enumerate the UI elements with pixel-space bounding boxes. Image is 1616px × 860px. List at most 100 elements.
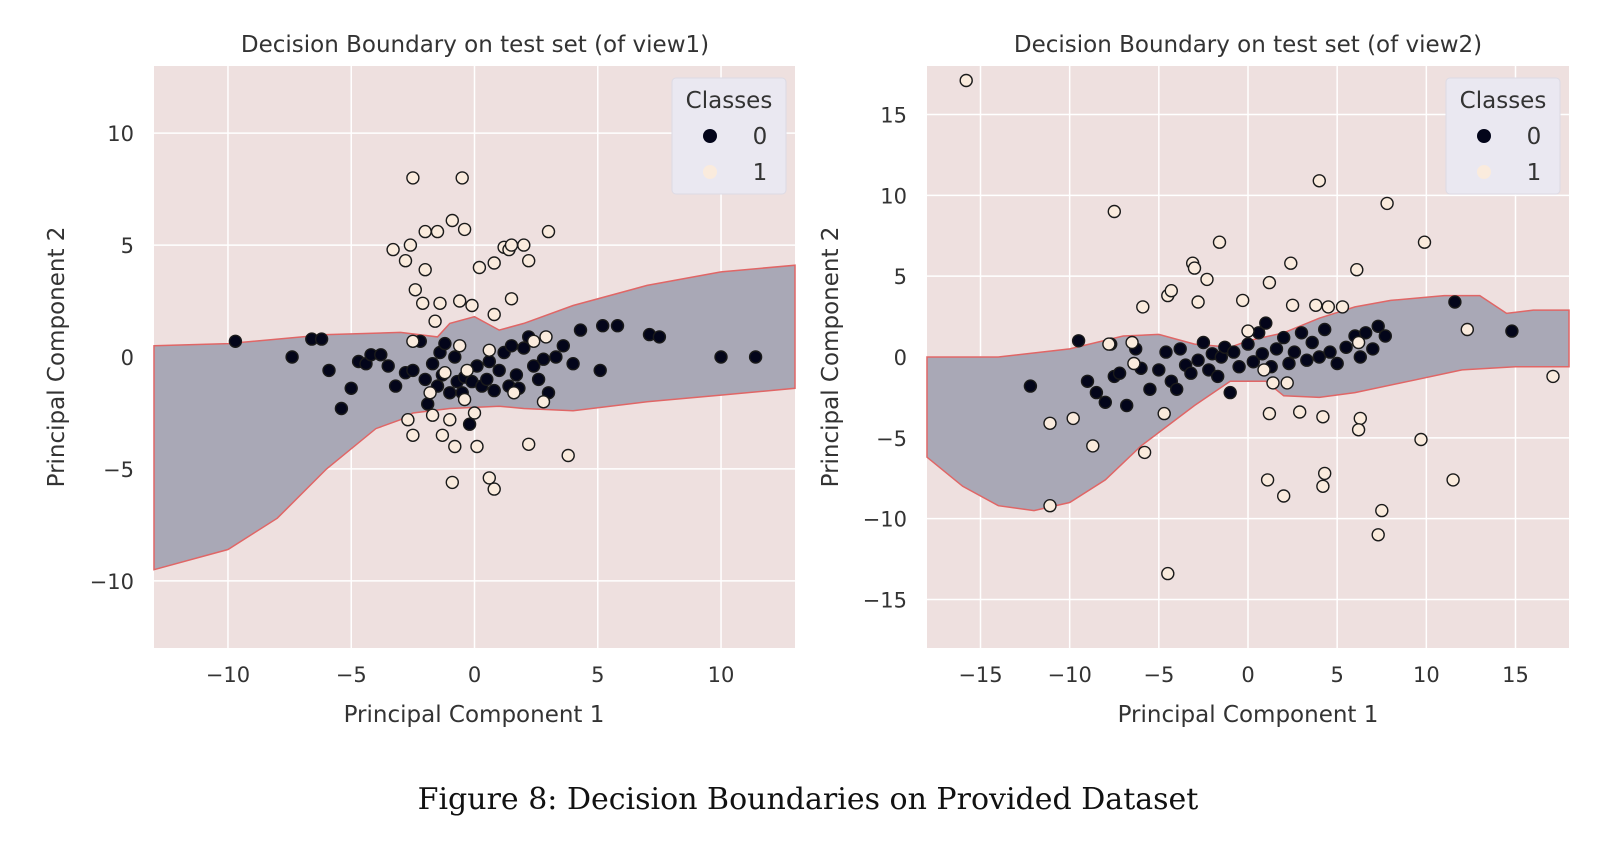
point-view2-class1-47	[1446, 473, 1460, 487]
point-view2-class0-41	[1305, 335, 1319, 350]
x-tick-label-view1-4: 10	[708, 663, 735, 687]
point-view1-class0-45	[536, 352, 551, 366]
point-view1-class0-55	[652, 330, 667, 344]
point-view1-class1-24	[487, 307, 501, 322]
point-view2-class1-29	[1043, 416, 1057, 430]
point-view2-class0-19	[1191, 353, 1205, 367]
point-view2-class0-35	[1269, 342, 1284, 356]
point-view1-class1-44	[425, 408, 440, 422]
point-view1-class1-35	[470, 439, 484, 454]
point-view2-class0-13	[1159, 345, 1173, 359]
chart-title-view1: Decision Boundary on test set (of view1)	[241, 32, 709, 58]
point-view2-class1-39	[1414, 432, 1428, 447]
point-view2-class0-48	[1353, 350, 1368, 364]
point-view2-class1-44	[1316, 479, 1330, 493]
point-view1-class1-0	[406, 171, 420, 185]
point-view1-class1-4	[418, 224, 432, 239]
x-tick-label-view2-4: 5	[1330, 663, 1343, 687]
point-view1-class1-43	[457, 392, 472, 407]
y-tick-label-view1-2: 0	[121, 346, 134, 370]
point-view1-class0-11	[381, 359, 395, 373]
point-view2-class1-16	[1262, 275, 1277, 290]
point-view2-class0-36	[1276, 330, 1291, 345]
point-view2-class1-41	[1260, 473, 1275, 487]
point-view1-class1-37	[482, 471, 496, 485]
x-tick-label-view2-6: 15	[1502, 663, 1529, 687]
point-view1-class0-48	[556, 339, 570, 353]
y-tick-label-view2-1: −10	[863, 508, 907, 532]
point-view2-class0-39	[1294, 326, 1309, 340]
point-view1-class1-19	[416, 296, 430, 310]
point-view1-class0-43	[527, 359, 541, 373]
point-view2-class0-4	[1098, 395, 1113, 409]
point-view1-class1-48	[423, 386, 437, 400]
point-view2-class1-4	[1380, 196, 1394, 211]
x-tick-label-view2-0: −15	[958, 663, 1002, 687]
point-view2-class1-42	[1276, 489, 1291, 503]
point-view2-class1-27	[1460, 322, 1475, 337]
point-view2-class0-46	[1339, 340, 1353, 354]
point-view2-class1-15	[1235, 293, 1250, 308]
point-view1-class1-2	[445, 213, 459, 228]
point-view1-class0-17	[421, 397, 435, 411]
point-view1-class1-46	[438, 366, 452, 380]
point-view1-class1-6	[403, 238, 418, 252]
point-view2-class1-7	[1187, 261, 1202, 275]
point-view2-class1-20	[1335, 300, 1350, 314]
point-view1-class1-25	[428, 314, 442, 328]
legend-marker-class1-view1	[703, 165, 717, 179]
legend-view2: Classes 0 1	[1445, 77, 1561, 195]
point-view2-class0-33	[1259, 316, 1273, 330]
point-view1-class1-10	[472, 260, 487, 275]
point-view1-class1-21	[453, 294, 467, 308]
point-view2-class1-24	[1266, 376, 1280, 390]
point-view1-class1-27	[453, 339, 467, 353]
point-view2-class1-37	[1353, 411, 1368, 426]
point-view1-class1-20	[433, 296, 447, 310]
point-view2-class0-12	[1152, 363, 1166, 377]
point-view2-class1-10	[1350, 263, 1364, 277]
chart-title-view2: Decision Boundary on test set (of view2)	[1014, 32, 1482, 58]
points-view2	[959, 73, 1560, 581]
x-tick-label-view2-3: 0	[1241, 663, 1254, 687]
points-view1	[228, 171, 763, 496]
point-view1-class0-57	[748, 350, 763, 364]
point-view2-class0-30	[1246, 355, 1261, 369]
point-view1-class1-47	[460, 363, 474, 378]
point-view2-class0-51	[1371, 319, 1385, 333]
point-view1-class0-49	[566, 357, 580, 371]
point-view1-class0-33	[482, 354, 496, 369]
point-view2-class1-18	[1309, 298, 1323, 312]
point-view2-class0-42	[1312, 350, 1327, 364]
point-view2-class1-46	[1371, 528, 1385, 542]
point-view2-class1-5	[1417, 235, 1432, 249]
point-view1-class0-52	[596, 319, 610, 333]
y-tick-label-view2-4: 5	[894, 265, 907, 289]
point-view1-class1-29	[527, 334, 541, 348]
x-ticks-view2: −15 −10 −5 0 5 10 15	[958, 663, 1529, 687]
point-view2-class1-30	[1066, 411, 1080, 426]
point-view1-class1-15	[522, 254, 536, 268]
point-view2-class0-54	[1505, 324, 1519, 338]
y-tick-label-view2-6: 15	[880, 104, 907, 128]
point-view1-class0-47	[549, 350, 563, 364]
point-view2-class1-14	[1191, 295, 1205, 309]
x-ticks-view1: −10 −5 0 5 10	[206, 663, 735, 687]
point-view2-class1-38	[1351, 423, 1366, 437]
y-axis-label-view1: Principal Component 2	[44, 227, 70, 488]
point-view1-class1-40	[561, 448, 575, 463]
legend-marker-class1-view2	[1477, 165, 1491, 179]
point-view1-class1-41	[536, 395, 551, 409]
point-view2-class0-52	[1378, 329, 1393, 343]
point-view2-class1-50	[1257, 363, 1271, 377]
point-view2-class0-49	[1358, 326, 1373, 340]
point-view2-class0-43	[1317, 322, 1332, 337]
point-view1-class1-1	[455, 171, 469, 185]
point-view2-class0-32	[1255, 347, 1270, 361]
point-view2-class0-27	[1226, 345, 1241, 359]
point-view1-class0-35	[492, 363, 506, 378]
y-axis-label-view2: Principal Component 2	[818, 227, 844, 488]
point-view1-class1-42	[507, 386, 521, 400]
point-view1-class0-5	[334, 401, 349, 416]
point-view1-class1-3	[457, 222, 472, 237]
